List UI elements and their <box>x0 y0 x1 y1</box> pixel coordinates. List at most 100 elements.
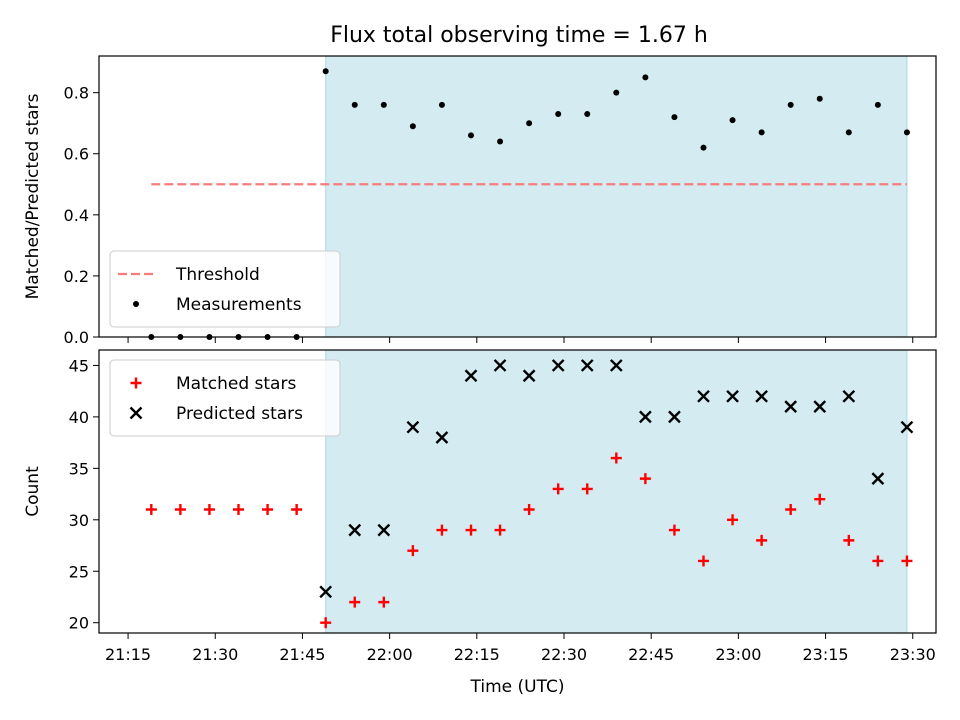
legend-box <box>109 359 341 437</box>
matched-star-point <box>233 504 244 516</box>
y-tick-label: 45 <box>69 356 89 375</box>
measurement-point <box>497 138 504 145</box>
observing-window-bottom <box>325 349 908 634</box>
matched-star-point <box>436 524 448 536</box>
x-tick-label: 23:30 <box>890 645 936 664</box>
predicted-star-point <box>464 369 478 383</box>
matched-star-point <box>668 524 680 536</box>
matched-star-point <box>901 555 913 567</box>
predicted-star-point <box>697 389 710 403</box>
bottom-axes-frame <box>98 349 937 634</box>
top-y-axis-label: Matched/Predicted stars <box>23 93 43 299</box>
measurement-point <box>380 101 387 108</box>
y-tick-label: 0.6 <box>64 145 89 164</box>
measurement-point <box>671 114 678 121</box>
measurement-point <box>351 101 358 108</box>
measurement-point <box>438 101 445 108</box>
matched-star-point <box>610 452 622 464</box>
y-tick-label: 0.4 <box>64 206 89 225</box>
predicted-star-point <box>668 410 681 424</box>
predicted-star-point <box>842 389 856 403</box>
predicted-star-point <box>813 400 827 413</box>
x-tick-label: 22:45 <box>628 645 674 664</box>
matched-star-point <box>145 504 157 516</box>
matched-star-point <box>872 555 884 567</box>
matched-star-point <box>639 473 651 485</box>
x-tick-label: 22:00 <box>367 645 413 664</box>
y-tick-label: 25 <box>69 562 89 581</box>
predicted-star-point <box>609 359 623 372</box>
measurement-point <box>700 144 707 151</box>
measurement-point <box>468 132 474 139</box>
measurement-point <box>845 129 852 136</box>
predicted-star-point <box>377 523 391 537</box>
matched-star-point <box>727 514 739 526</box>
legend-label: Matched stars <box>176 374 296 394</box>
predicted-star-point <box>319 585 333 599</box>
measurement-point <box>526 120 533 127</box>
bottom-y-ticks: 20 25 30 35 40 45 <box>69 356 99 633</box>
predicted-star-point <box>348 523 362 537</box>
measurement-point <box>874 101 881 108</box>
predicted-star-point <box>871 472 885 485</box>
bottom-panel: 20 25 30 35 40 45 21:15 21:30 21:45 22:00 22:15 22… <box>23 349 937 697</box>
y-tick-label: 40 <box>69 408 89 427</box>
y-tick-label: 0.2 <box>64 267 89 286</box>
measurement-point <box>322 68 329 75</box>
predicted-star-point <box>435 431 449 444</box>
legend-label: Measurements <box>176 295 302 315</box>
matched-star-point <box>523 504 535 516</box>
x-axis-label: Time (UTC) <box>470 677 565 697</box>
matched-star-point <box>320 617 332 629</box>
matched-star-point <box>378 596 390 608</box>
x-tick-label: 22:30 <box>541 645 587 664</box>
matched-star-point <box>174 504 186 516</box>
legend-handle-measurements <box>133 301 139 307</box>
legend-handle-predicted <box>129 406 143 420</box>
predicted-star-point <box>784 400 798 413</box>
measurement-point <box>729 117 736 124</box>
predicted-star-point <box>522 369 536 383</box>
measurement-point <box>613 89 620 96</box>
legend-box <box>109 250 341 328</box>
x-tick-label: 23:00 <box>715 645 761 664</box>
predicted-star-point <box>551 359 565 372</box>
matched-star-point <box>407 545 419 557</box>
measurement-point <box>642 74 649 81</box>
bottom-legend: Matched stars Predicted stars <box>109 359 341 437</box>
top-x-ticks <box>127 337 914 343</box>
measurement-point <box>555 111 562 118</box>
legend-handle-matched <box>130 377 142 389</box>
measurement-point <box>758 129 765 136</box>
matched-star-point <box>698 555 709 567</box>
predicted-star-point <box>406 420 420 434</box>
matched-star-point <box>465 524 477 536</box>
bottom-marks <box>145 359 914 629</box>
measurement-point <box>903 129 910 136</box>
matched-star-point <box>814 493 826 505</box>
top-panel: 0.00.20.40.60.8 Matched/Predicted stars … <box>23 55 937 347</box>
measurement-point <box>816 95 823 102</box>
bottom-x-ticks: 21:15 21:30 21:45 22:00 22:15 22:30 22:45 23:00… <box>105 633 936 664</box>
matched-star-point <box>756 534 768 546</box>
matched-star-point <box>203 504 215 516</box>
y-tick-label: 20 <box>69 614 89 633</box>
predicted-star-point <box>726 389 739 403</box>
legend-label: Predicted stars <box>176 404 303 424</box>
y-tick-label: 35 <box>69 459 89 478</box>
bottom-y-axis-label: Count <box>23 466 43 517</box>
predicted-star-point <box>580 359 594 372</box>
measurement-point <box>787 101 794 108</box>
predicted-star-point <box>900 420 914 434</box>
observing-window-top <box>325 55 908 338</box>
top-axes-frame <box>98 55 937 338</box>
matched-star-point <box>785 504 797 516</box>
y-tick-label: 0.0 <box>64 328 89 347</box>
x-tick-label: 21:45 <box>279 645 325 664</box>
top-y-ticks: 0.0 0.2 0.4 0.6 0.8 <box>64 84 99 347</box>
x-tick-label: 23:15 <box>803 645 849 664</box>
matched-star-point <box>581 483 593 495</box>
x-tick-label: 21:30 <box>192 645 238 664</box>
x-tick-label: 21:15 <box>105 645 151 664</box>
